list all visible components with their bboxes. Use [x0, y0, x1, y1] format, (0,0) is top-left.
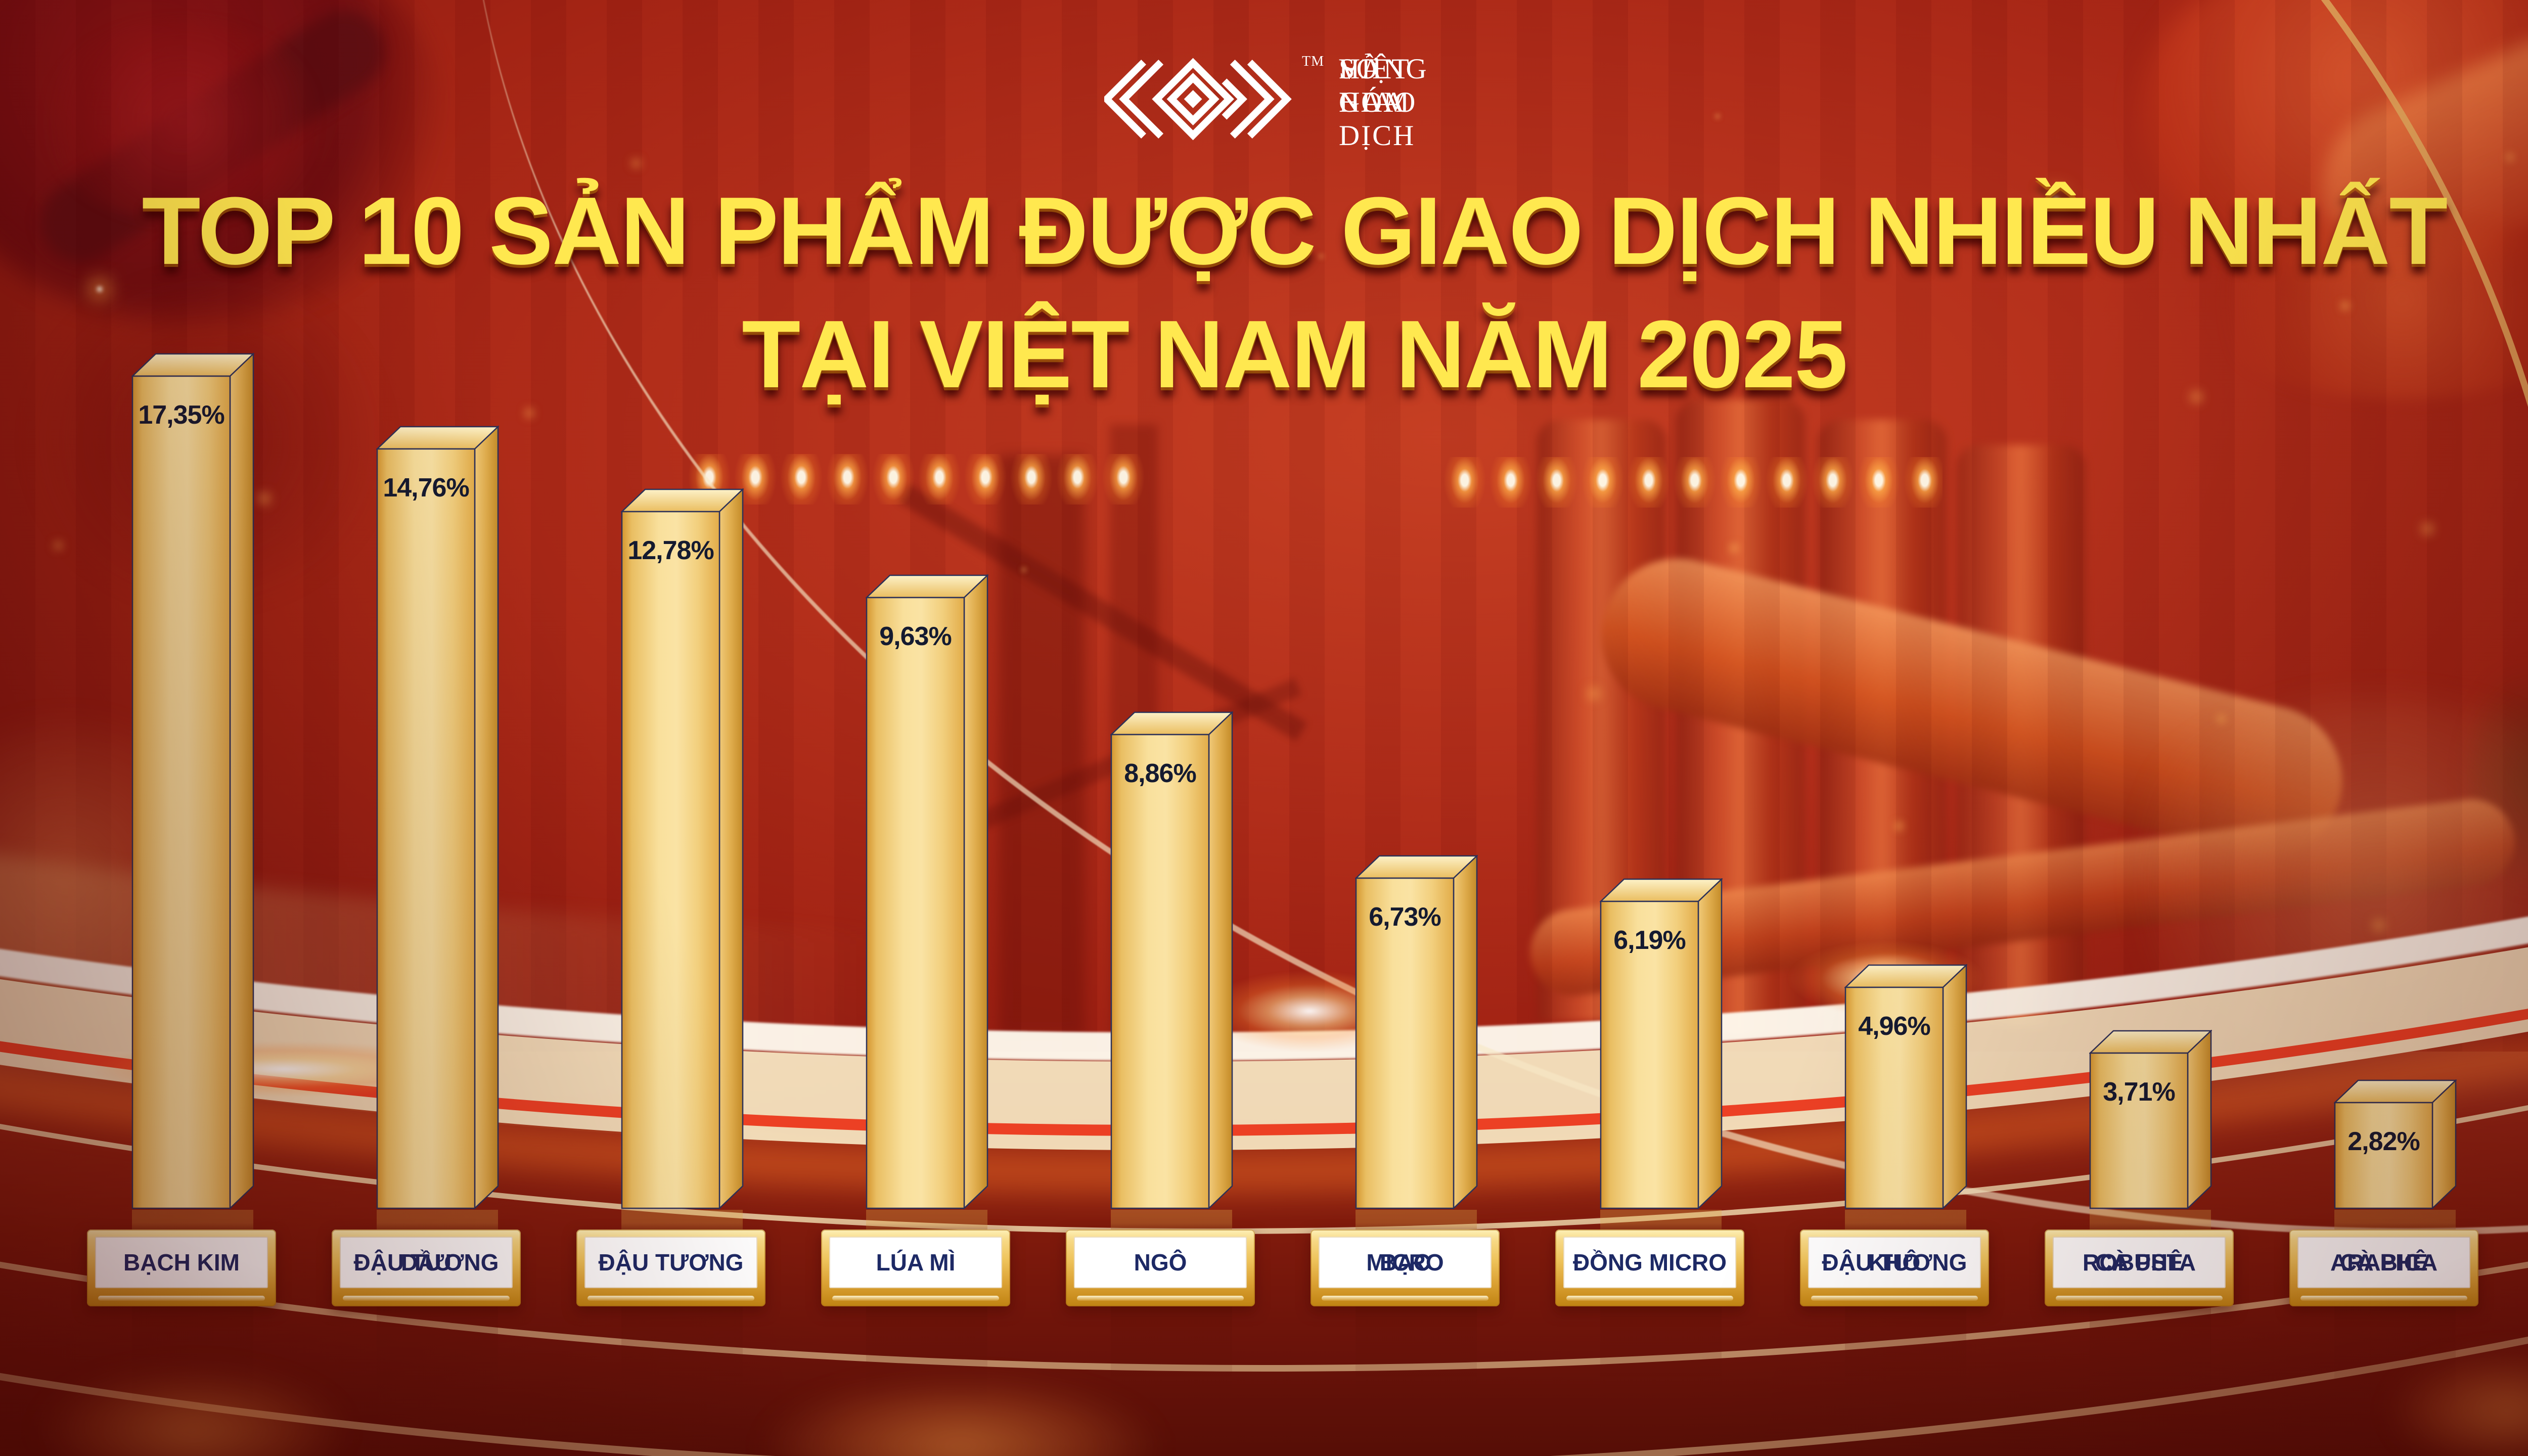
category-label-text: MICRO	[1366, 1249, 1444, 1276]
category-label-text: LÚA MÌ	[876, 1249, 956, 1276]
category-label-plate: KHÔ ĐẬU TƯƠNG	[1800, 1230, 1989, 1306]
bar-3d	[131, 353, 254, 1209]
category-label-panel: DẦU ĐẬU TƯƠNG	[340, 1237, 513, 1288]
bar-value-label: 12,78%	[627, 536, 714, 565]
bar-value-label: 9,63%	[879, 622, 952, 651]
bar-front-face	[621, 511, 720, 1209]
category-label-plate: NGÔ	[1066, 1230, 1255, 1306]
bar-value-label: 6,19%	[1613, 926, 1686, 955]
category-label-plate: DẦU ĐẬU TƯƠNG	[332, 1230, 521, 1306]
category-label-text: ARABICA	[2330, 1249, 2438, 1276]
bar-front-face	[1110, 734, 1210, 1209]
bar-front-face	[131, 375, 231, 1209]
bar-side-face	[229, 353, 254, 1209]
category-label-plate: ĐẬU TƯƠNG	[576, 1230, 765, 1306]
category-label-panel: ĐỒNG MICRO	[1563, 1237, 1736, 1288]
bar-value-label: 8,86%	[1124, 759, 1196, 788]
category-label-panel: ĐẬU TƯƠNG	[584, 1237, 757, 1288]
category-label-panel: LÚA MÌ	[829, 1237, 1002, 1288]
bar-side-face	[474, 426, 499, 1209]
category-label-text: ROBUSTA	[2082, 1249, 2196, 1276]
bar-front-face	[2089, 1052, 2189, 1209]
bar-value-label: 17,35%	[138, 400, 224, 430]
category-label-text: BẠCH KIM	[123, 1249, 240, 1276]
bar-value-label: 6,73%	[1369, 902, 1441, 932]
category-label-panel: BẠCH KIM	[95, 1237, 268, 1288]
bar-side-face	[1453, 855, 1478, 1209]
bar-front-face	[866, 597, 965, 1209]
bar-value-label: 2,82%	[2348, 1127, 2420, 1156]
category-label-panel: CÀ PHÊ ARABICA	[2297, 1237, 2470, 1288]
category-label-panel: BẠC MICRO	[1319, 1237, 1492, 1288]
bar-3d	[376, 426, 499, 1209]
bar-3d	[866, 574, 988, 1209]
bar-side-face	[2187, 1030, 2212, 1209]
bar-value-label: 14,76%	[383, 473, 469, 503]
category-label-plate: BẠCH KIM	[87, 1230, 276, 1306]
category-label-text: ĐỒNG MICRO	[1572, 1249, 1727, 1276]
bar-side-face	[1697, 878, 1723, 1209]
category-label-panel: CÀ PHÊ ROBUSTA	[2053, 1237, 2226, 1288]
category-label-plate: CÀ PHÊ ARABICA	[2289, 1230, 2478, 1306]
bar-side-face	[2431, 1079, 2457, 1209]
category-label-panel: KHÔ ĐẬU TƯƠNG	[1808, 1237, 1981, 1288]
category-label-plate: LÚA MÌ	[821, 1230, 1010, 1306]
category-label-plate: BẠC MICRO	[1311, 1230, 1500, 1306]
bar-value-label: 4,96%	[1858, 1012, 1930, 1041]
category-label-plate: CÀ PHÊ ROBUSTA	[2045, 1230, 2234, 1306]
bar-side-face	[1942, 964, 1967, 1209]
category-label-panel: NGÔ	[1074, 1237, 1247, 1288]
bar-side-face	[1208, 711, 1233, 1209]
bar-value-label: 3,71%	[2103, 1077, 2175, 1107]
bar-3d	[1844, 964, 1967, 1209]
bar-side-face	[718, 488, 744, 1209]
bar-side-face	[963, 574, 988, 1209]
category-label-text: NGÔ	[1134, 1249, 1187, 1276]
category-label-text: ĐẬU TƯƠNG	[1822, 1249, 1967, 1276]
bar-3d	[621, 488, 744, 1209]
category-label-plate: ĐỒNG MICRO	[1555, 1230, 1744, 1306]
category-label-text: ĐẬU TƯƠNG	[598, 1249, 744, 1276]
bar-3d	[2089, 1030, 2212, 1209]
category-label-text: ĐẬU TƯƠNG	[353, 1249, 499, 1276]
bar-front-face	[376, 448, 476, 1209]
